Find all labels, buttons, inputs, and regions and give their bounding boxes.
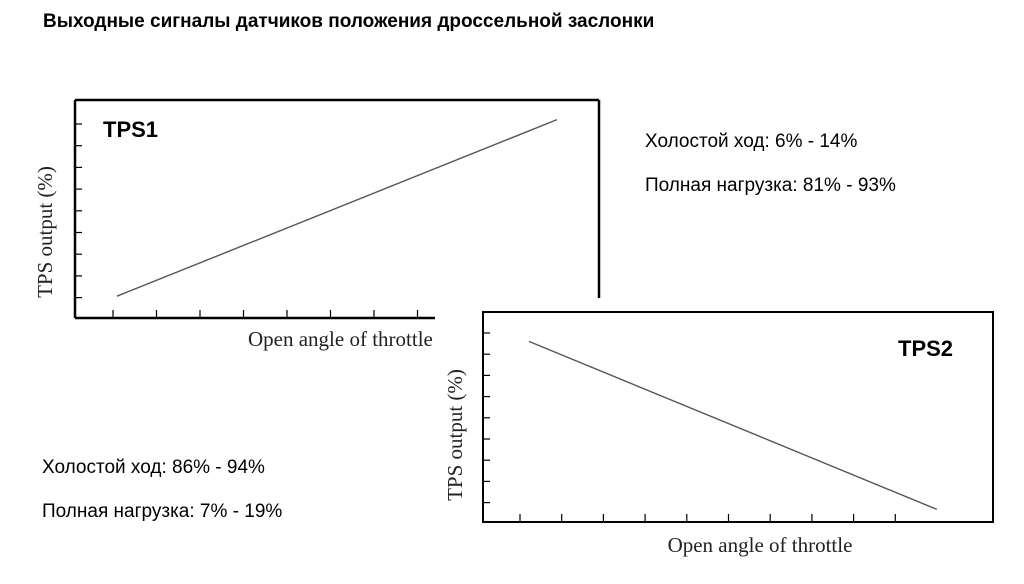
tps1-full-load-range: Полная нагрузка: 81% - 93%	[645, 175, 896, 196]
tps2-chart-label: TPS2	[898, 336, 953, 361]
tps1-output-line	[116, 118, 558, 297]
tps2-output-line	[528, 340, 938, 511]
tps2-full-load-range: Полная нагрузка: 7% - 19%	[42, 501, 283, 522]
tps2-x-axis-label: Open angle of throttle	[668, 533, 853, 557]
tps1-y-axis-label: TPS output (%)	[33, 166, 57, 298]
tps2-panel-background	[435, 298, 1010, 573]
tps2-idle-range: Холостой ход: 86% - 94%	[42, 457, 265, 478]
tps2-chart: TPS2 Open angle of throttle TPS output (…	[435, 298, 1010, 573]
tps1-x-axis-label: Open angle of throttle	[248, 327, 433, 351]
tps2-frame	[482, 311, 994, 523]
tps2-y-axis-label: TPS output (%)	[443, 369, 467, 501]
tps1-idle-range: Холостой ход: 6% - 14%	[645, 131, 858, 152]
slide-title: Выходные сигналы датчиков положения дрос…	[43, 11, 655, 32]
tps1-chart-label: TPS1	[103, 117, 158, 142]
